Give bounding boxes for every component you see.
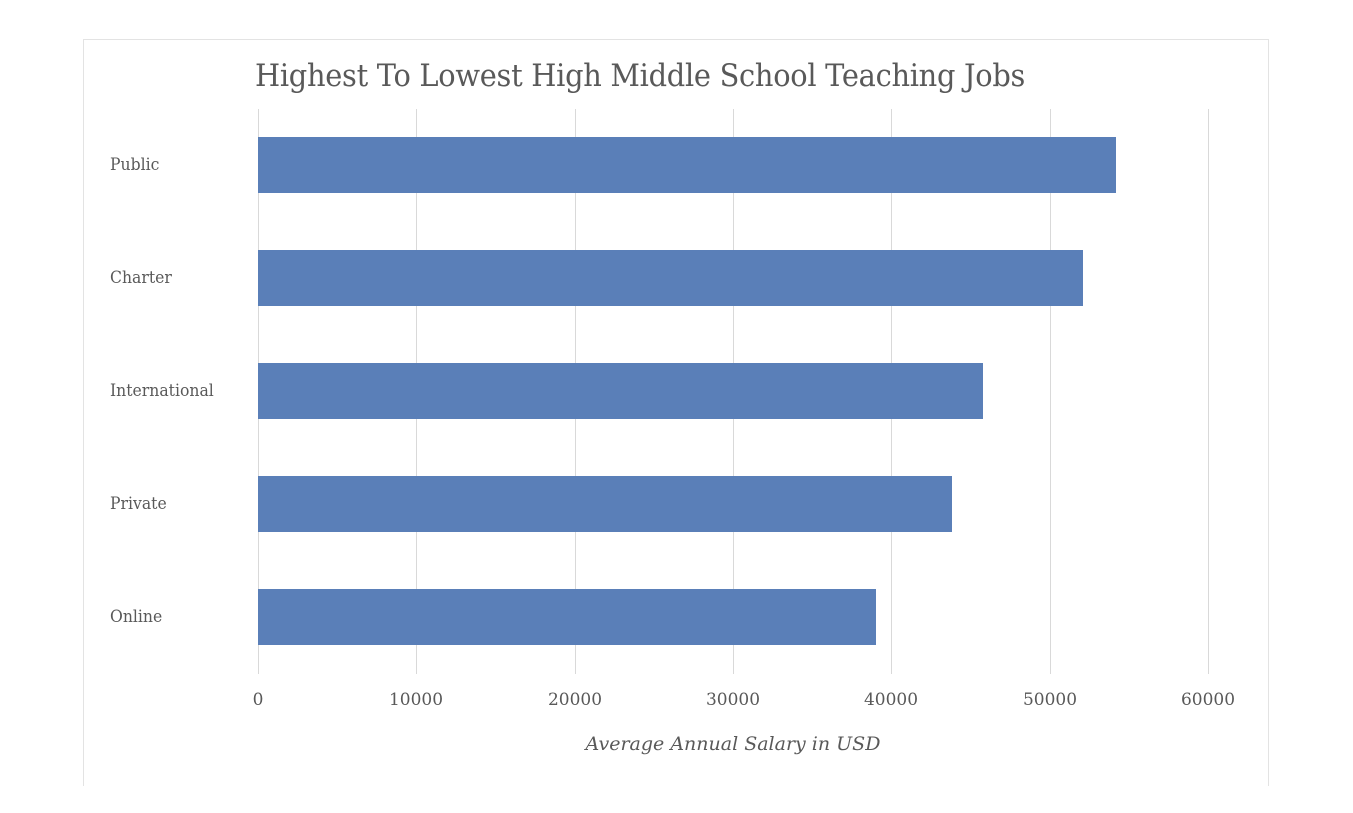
category-label-charter: Charter (110, 268, 172, 288)
bar-charter (258, 250, 1083, 306)
category-label-international: International (110, 381, 214, 401)
x-tick-10000: 10000 (388, 690, 444, 710)
bar-private (258, 476, 952, 532)
bar-online (258, 589, 876, 645)
chart-title: Highest To Lowest High Middle School Tea… (255, 58, 1026, 94)
x-tick-60000: 60000 (1180, 690, 1236, 710)
chart-frame (83, 39, 1269, 786)
x-tick-30000: 30000 (705, 690, 761, 710)
x-axis-title: Average Annual Salary in USD (585, 733, 881, 755)
x-tick-0: 0 (252, 690, 264, 710)
plot-area (258, 109, 1209, 674)
gridline-50000 (1050, 109, 1051, 674)
x-tick-40000: 40000 (863, 690, 919, 710)
x-tick-20000: 20000 (547, 690, 603, 710)
category-label-online: Online (110, 607, 163, 627)
category-label-public: Public (110, 155, 160, 175)
category-label-private: Private (110, 494, 167, 514)
bar-public (258, 137, 1117, 193)
gridline-60000 (1208, 109, 1209, 674)
x-tick-50000: 50000 (1022, 690, 1078, 710)
bar-international (258, 363, 984, 419)
